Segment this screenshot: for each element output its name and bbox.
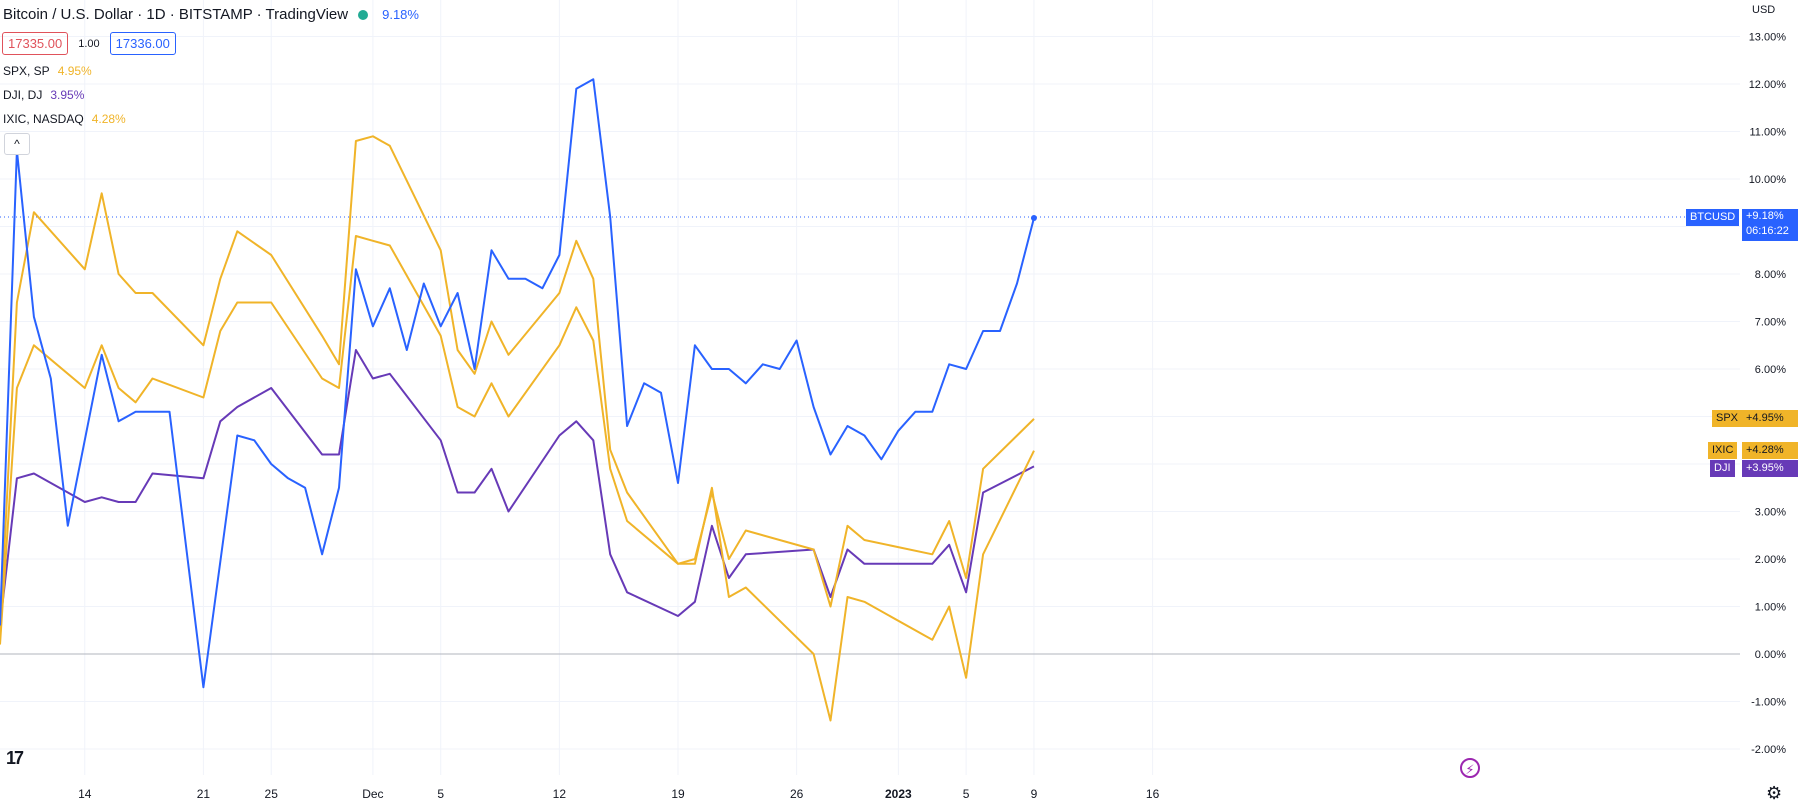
comparison-name: DJI, DJ: [3, 88, 43, 102]
dji-value-tag: +3.95%: [1742, 460, 1798, 477]
y-tick-label: 11.00%: [1750, 127, 1787, 139]
comparison-name: SPX, SP: [3, 64, 50, 78]
y-tick-label: 10.00%: [1749, 174, 1787, 186]
gear-icon[interactable]: ⚙: [1766, 783, 1783, 803]
last-value-marker: [1030, 214, 1037, 221]
x-tick-label: Dec: [362, 787, 383, 801]
y-tick-label: -1.00%: [1751, 697, 1786, 709]
ixic-symbol-tag: IXIC: [1708, 442, 1738, 459]
tradingview-logo-icon[interactable]: 17: [6, 748, 24, 768]
y-tick-label: 8.00%: [1755, 269, 1786, 281]
btc-symbol-tag: BTCUSD: [1686, 209, 1740, 226]
series-line-dji: [0, 349, 1035, 626]
spread-value: 1.00: [78, 37, 100, 50]
y-tick-label: 13.00%: [1749, 32, 1787, 44]
y-tick-label: 6.00%: [1755, 364, 1786, 376]
market-status-icon: [358, 10, 369, 21]
y-tick-label: 3.00%: [1755, 507, 1786, 519]
x-tick-label: 21: [197, 787, 211, 801]
y-tick-label: 2.00%: [1755, 554, 1786, 566]
x-tick-label: 19: [671, 787, 685, 801]
buy-button[interactable]: 17336.00: [109, 32, 176, 55]
y-tick-label: 7.00%: [1755, 317, 1786, 329]
sell-button[interactable]: 17335.00: [2, 32, 69, 55]
grid: [0, 0, 1740, 775]
price-axis[interactable]: 13.00%12.00%11.00%10.00%9.00%8.00%7.00%6…: [1749, 32, 1787, 757]
y-tick-label: -2.00%: [1751, 744, 1786, 756]
comparison-value: 4.95%: [57, 64, 92, 78]
btc-value: +9.18%: [1746, 210, 1784, 222]
lightning-icon[interactable]: ⚡: [1460, 758, 1480, 778]
x-tick-label: 5: [437, 787, 444, 801]
trade-buttons: 17335.00 1.00 17336.00: [2, 32, 176, 55]
x-tick-label: 12: [553, 787, 567, 801]
spx-symbol-tag: SPX: [1712, 410, 1743, 427]
comparison-legend-spx[interactable]: SPX, SP 4.95%: [3, 64, 92, 78]
y-tick-label: 0.00%: [1755, 649, 1786, 661]
x-tick-label: 2023: [885, 787, 912, 801]
spx-value-tag: +4.95%: [1742, 410, 1798, 427]
y-tick-label: 12.00%: [1749, 79, 1787, 91]
symbol-legend[interactable]: Bitcoin / U.S. Dollar · 1D · BITSTAMP · …: [3, 6, 419, 23]
x-tick-label: 9: [1031, 787, 1038, 801]
ixic-value-tag: +4.28%: [1742, 442, 1798, 459]
symbol-change: 9.18%: [382, 7, 419, 22]
chevron-up-icon[interactable]: ^: [4, 133, 30, 155]
series-lines: [0, 78, 1037, 722]
bar-countdown: 06:16:22: [1746, 225, 1789, 237]
series-line-ixic: [0, 235, 1035, 722]
x-tick-label: 26: [790, 787, 804, 801]
comparison-legend-ixic[interactable]: IXIC, NASDAQ 4.28%: [3, 112, 126, 126]
time-axis[interactable]: 14 21 25 Dec 5 12 19 26 2023 5 9 16: [78, 787, 1160, 801]
symbol-title: Bitcoin / U.S. Dollar · 1D · BITSTAMP · …: [3, 6, 349, 23]
comparison-value: 3.95%: [50, 88, 85, 102]
comparison-value: 4.28%: [91, 112, 126, 126]
x-tick-label: 14: [78, 787, 92, 801]
x-tick-label: 16: [1146, 787, 1160, 801]
series-line-btcusd: [0, 78, 1035, 689]
comparison-name: IXIC, NASDAQ: [3, 112, 84, 126]
series-line-spx: [0, 135, 1035, 636]
x-tick-label: 5: [963, 787, 970, 801]
x-tick-label: 25: [265, 787, 279, 801]
dji-symbol-tag: DJI: [1710, 460, 1735, 477]
btc-value-tag: +9.18% 06:16:22: [1742, 209, 1798, 241]
y-tick-label: 1.00%: [1755, 602, 1786, 614]
comparison-legend-dji[interactable]: DJI, DJ 3.95%: [3, 88, 84, 102]
currency-label[interactable]: USD: [1752, 4, 1776, 16]
